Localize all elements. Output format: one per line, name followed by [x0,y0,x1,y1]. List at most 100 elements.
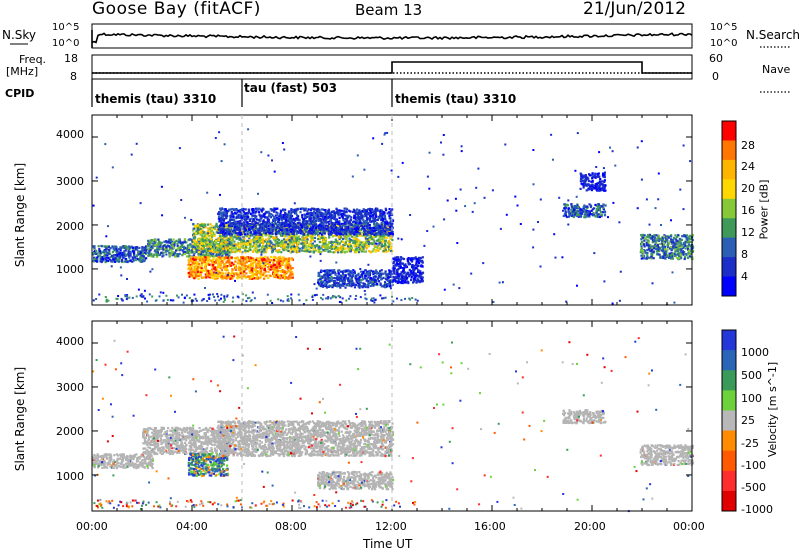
power-cell [125,253,128,256]
power-cell [259,259,262,262]
power-cell [106,252,109,256]
power-cell [236,236,239,239]
power-cell [225,217,228,220]
power-cell [354,250,357,253]
power-cell [248,231,251,234]
power-cell [189,238,192,241]
power-cell [207,252,210,256]
power-cell [279,259,282,262]
power-cell [195,264,198,267]
power-cell [350,223,353,226]
power-cell [94,257,97,260]
power-cell [93,246,96,249]
power-cell [374,242,377,245]
power-cell [218,245,221,248]
power-cell [258,244,261,247]
power-cell [263,251,266,254]
power-cell [188,267,191,270]
power-cell [190,244,193,247]
power-cell [254,232,257,235]
power-cell [229,256,232,259]
power-cell [261,236,264,239]
power-cell [357,244,360,247]
power-cell [296,249,299,252]
power-cell [105,245,109,248]
power-cell [93,250,96,253]
power-cell [214,273,217,276]
power-cell [253,245,256,248]
power-cell [254,226,257,230]
power-cell [221,274,224,277]
power-cell [323,240,326,243]
power-cell [144,249,148,252]
power-cell [259,226,262,229]
power-cell [229,277,232,280]
power-cell [196,243,199,246]
power-cell [236,243,239,246]
power-cell [232,250,235,253]
power-cell [310,246,313,249]
power-cell [308,214,311,217]
power-cell [212,250,215,253]
power-cell [201,247,205,250]
power-cell [187,250,190,253]
power-cell [224,246,227,249]
power-cell [293,223,296,226]
power-cell [190,266,193,269]
power-cell [104,261,107,264]
power-cell [321,227,324,230]
power-cell [276,238,279,241]
power-cell [352,225,355,228]
power-cell [264,270,267,273]
power-cell [288,235,291,238]
power-cell [256,245,259,248]
power-cell [226,257,229,260]
power-cell [362,218,365,221]
power-cell [218,215,221,219]
power-cell [354,242,357,245]
power-cell [258,239,261,243]
power-cell [138,258,141,261]
power-cell [150,245,153,248]
power-cell [265,274,268,277]
power-cell [269,208,272,211]
power-cell [187,244,190,247]
power-cell [239,259,242,262]
power-cell [261,267,264,270]
power-cell [287,230,291,234]
power-cell [310,212,314,215]
power-cell [212,271,215,274]
power-cell [372,210,375,213]
power-cell [156,243,159,246]
power-cell [208,243,211,246]
power-cell [274,241,277,244]
power-cell [344,223,347,226]
power-cell [199,269,202,272]
power-cell [283,241,287,245]
power-cell [277,259,280,262]
power-cell [383,229,387,232]
power-cell [387,225,390,228]
power-cell [226,276,229,279]
power-cell [298,235,301,238]
power-cell [160,241,163,244]
power-cell [342,224,345,227]
power-cell [363,230,366,233]
power-cell [262,219,265,222]
power-cell [230,251,233,254]
power-cell [325,221,328,224]
power-cell [311,242,314,245]
power-cell [187,246,191,249]
power-cell [132,259,135,262]
power-cell [117,247,121,251]
power-cell [274,229,277,232]
power-cell [382,218,385,221]
power-cell [246,239,249,242]
power-cell [267,276,270,280]
power-cell [279,274,283,277]
power-cell [384,270,387,273]
power-cell [238,271,241,274]
power-cell [273,220,277,223]
power-cell [272,259,276,262]
power-cell [193,236,196,239]
